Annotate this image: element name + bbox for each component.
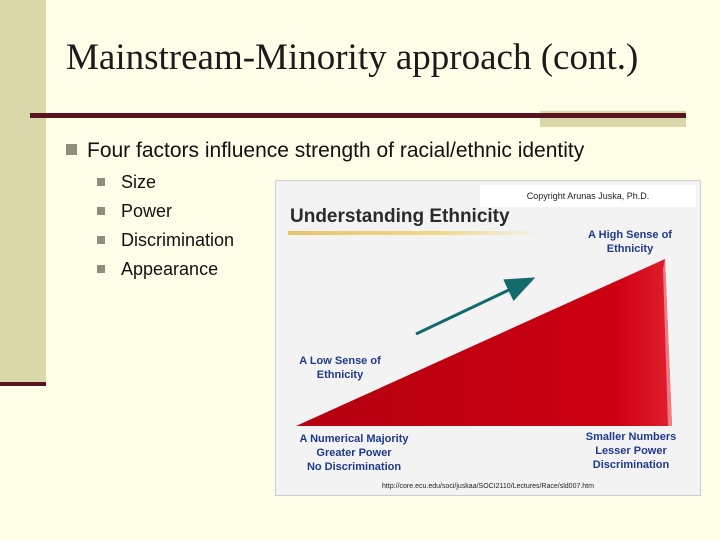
square-bullet-icon (97, 207, 105, 216)
high-sense-label: A High Sense of Ethnicity (572, 228, 688, 256)
sub-bullet-text: Size (121, 172, 157, 192)
sub-bullet-list: Size Power Discrimination Appearance (97, 171, 234, 287)
sub-bullet-text: Appearance (121, 259, 219, 279)
majority-line: Greater Power (316, 447, 392, 459)
figure-title-underline (288, 231, 544, 235)
minority-line: Discrimination (592, 459, 670, 471)
high-sense-line: A High Sense of (588, 229, 672, 241)
source-url: http://core.ecu.edu/soci/juskaa/SOCI2110… (382, 483, 594, 490)
high-sense-line: Ethnicity (606, 243, 654, 255)
title-divider (30, 113, 686, 118)
title-divider-accent-bar (540, 113, 686, 118)
minority-label: Smaller Numbers Lesser Power Discriminat… (568, 430, 694, 472)
minority-line: Smaller Numbers (585, 431, 677, 443)
sub-bullet-item: Discrimination (97, 229, 234, 258)
low-sense-label: A Low Sense of Ethnicity (288, 354, 392, 382)
sub-bullet-item: Appearance (97, 258, 234, 287)
minority-line: Lesser Power (595, 445, 667, 457)
sub-bullet-item: Size (97, 171, 234, 200)
copyright-label: Copyright Arunas Juska, Ph.D. (480, 185, 696, 207)
square-bullet-icon (66, 143, 77, 155)
figure-title: Understanding Ethnicity (290, 206, 510, 227)
main-bullet-text: Four factors influence strength of racia… (87, 139, 585, 162)
main-bullet: Four factors influence strength of racia… (66, 139, 584, 163)
low-sense-line: Ethnicity (316, 369, 364, 381)
majority-label: A Numerical Majority Greater Power No Di… (280, 432, 428, 474)
ethnicity-wedge-graphic (296, 259, 672, 426)
sub-bullet-text: Power (121, 201, 173, 221)
left-accent-band (0, 0, 46, 382)
square-bullet-icon (97, 265, 105, 274)
ethnicity-figure: Copyright Arunas Juska, Ph.D. Understand… (275, 180, 701, 496)
sub-bullet-text: Discrimination (121, 230, 235, 250)
square-bullet-icon (97, 178, 105, 187)
ethnicity-wedge (296, 259, 672, 426)
majority-line: A Numerical Majority (299, 433, 409, 445)
square-bullet-icon (97, 236, 105, 245)
majority-line: No Discrimination (306, 461, 402, 473)
slide-title: Mainstream-Minority approach (cont.) (66, 37, 639, 78)
sub-bullet-item: Power (97, 200, 234, 229)
low-sense-line: A Low Sense of (299, 355, 381, 367)
wedge-edge-shade (663, 259, 672, 426)
left-accent-rule (0, 382, 46, 386)
trend-arrow (415, 277, 536, 336)
